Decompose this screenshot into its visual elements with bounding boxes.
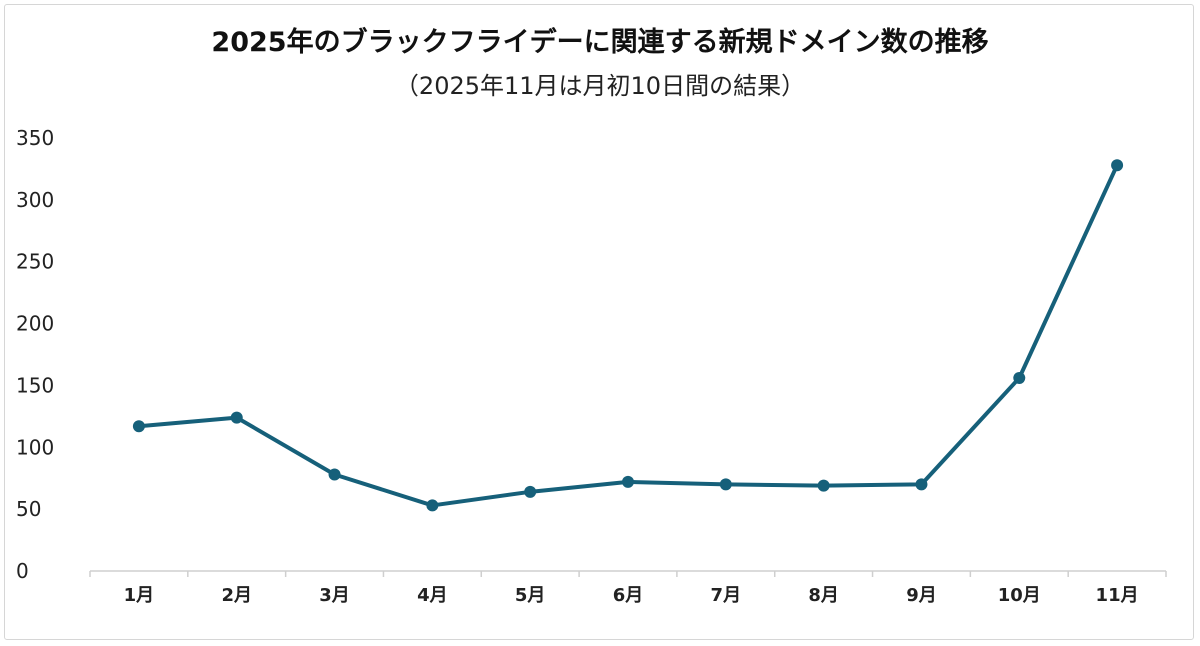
x-tick-label: 9月 xyxy=(906,585,937,606)
data-point xyxy=(719,478,732,491)
x-tick-label: 8月 xyxy=(808,585,839,606)
chart-frame xyxy=(4,4,1194,640)
y-tick-label: 50 xyxy=(16,497,41,521)
x-tick-label: 5月 xyxy=(515,585,546,606)
data-point xyxy=(817,479,830,492)
chart-title: 2025年のブラックフライデーに関連する新規ドメイン数の推移 xyxy=(211,27,989,58)
data-point xyxy=(1013,372,1026,385)
data-point xyxy=(1111,159,1124,172)
data-point xyxy=(230,411,243,424)
y-tick-label: 150 xyxy=(16,373,54,397)
data-point xyxy=(132,420,145,433)
y-tick-label: 0 xyxy=(16,559,29,583)
chart-series xyxy=(132,159,1124,512)
y-tick-label: 250 xyxy=(16,250,54,274)
data-point xyxy=(328,468,341,481)
y-tick-label: 300 xyxy=(16,188,54,212)
x-tick-label: 2月 xyxy=(221,585,252,606)
chart-subtitle: （2025年11月は月初10日間の結果） xyxy=(394,72,806,100)
y-axis-ticks: 0 50 100 150 200 250 300 350 xyxy=(16,126,54,583)
x-axis-ticks: 1月 2月 3月 4月 5月 6月 7月 8月 9月 10月 11月 xyxy=(124,585,1139,606)
y-tick-label: 200 xyxy=(16,312,54,336)
y-tick-label: 100 xyxy=(16,435,54,459)
series-line xyxy=(136,163,1120,508)
x-tick-label: 4月 xyxy=(417,585,448,606)
data-point xyxy=(426,499,439,512)
chart-axes xyxy=(89,570,1167,577)
x-tick-label: 7月 xyxy=(711,585,742,606)
data-point xyxy=(915,478,928,491)
x-tick-label: 11月 xyxy=(1096,585,1139,606)
x-tick-label: 1月 xyxy=(124,585,155,606)
data-point xyxy=(622,475,634,488)
x-tick-label: 10月 xyxy=(998,585,1041,606)
y-tick-label: 350 xyxy=(16,126,54,150)
data-point xyxy=(524,485,537,498)
x-tick-label: 6月 xyxy=(613,585,644,606)
x-tick-label: 3月 xyxy=(319,585,350,606)
